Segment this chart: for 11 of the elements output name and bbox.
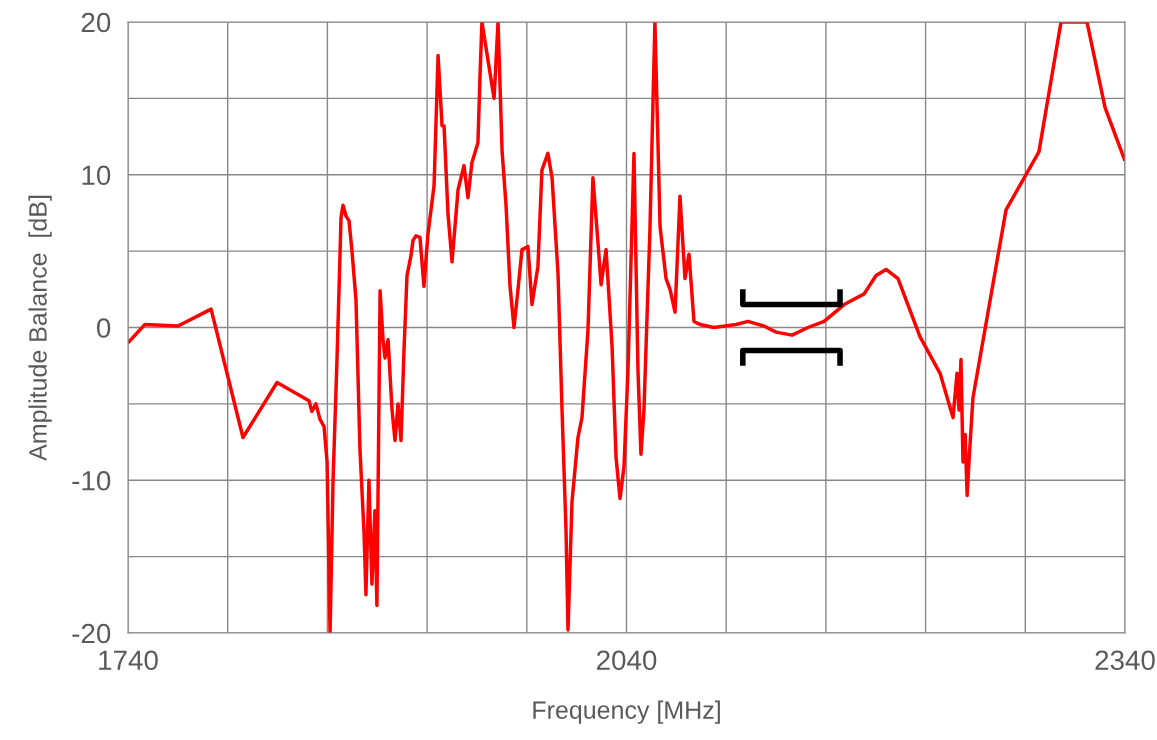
y-tick-label: 0 [96,318,111,338]
x-tick-label: 2040 [597,650,657,671]
y-tick-label: 10 [82,165,111,186]
y-tick-label: -20 [72,623,111,644]
x-tick-label: 1740 [99,650,158,671]
y-tick-label: 20 [81,12,111,33]
line-series [128,22,1125,633]
y-tick-label: -10 [72,470,111,491]
y-axis-title: Amplitude Balance [dB] [28,195,52,461]
x-axis-title: Frequency [MHz] [533,700,720,724]
x-tick-label: 2340 [1095,650,1155,671]
